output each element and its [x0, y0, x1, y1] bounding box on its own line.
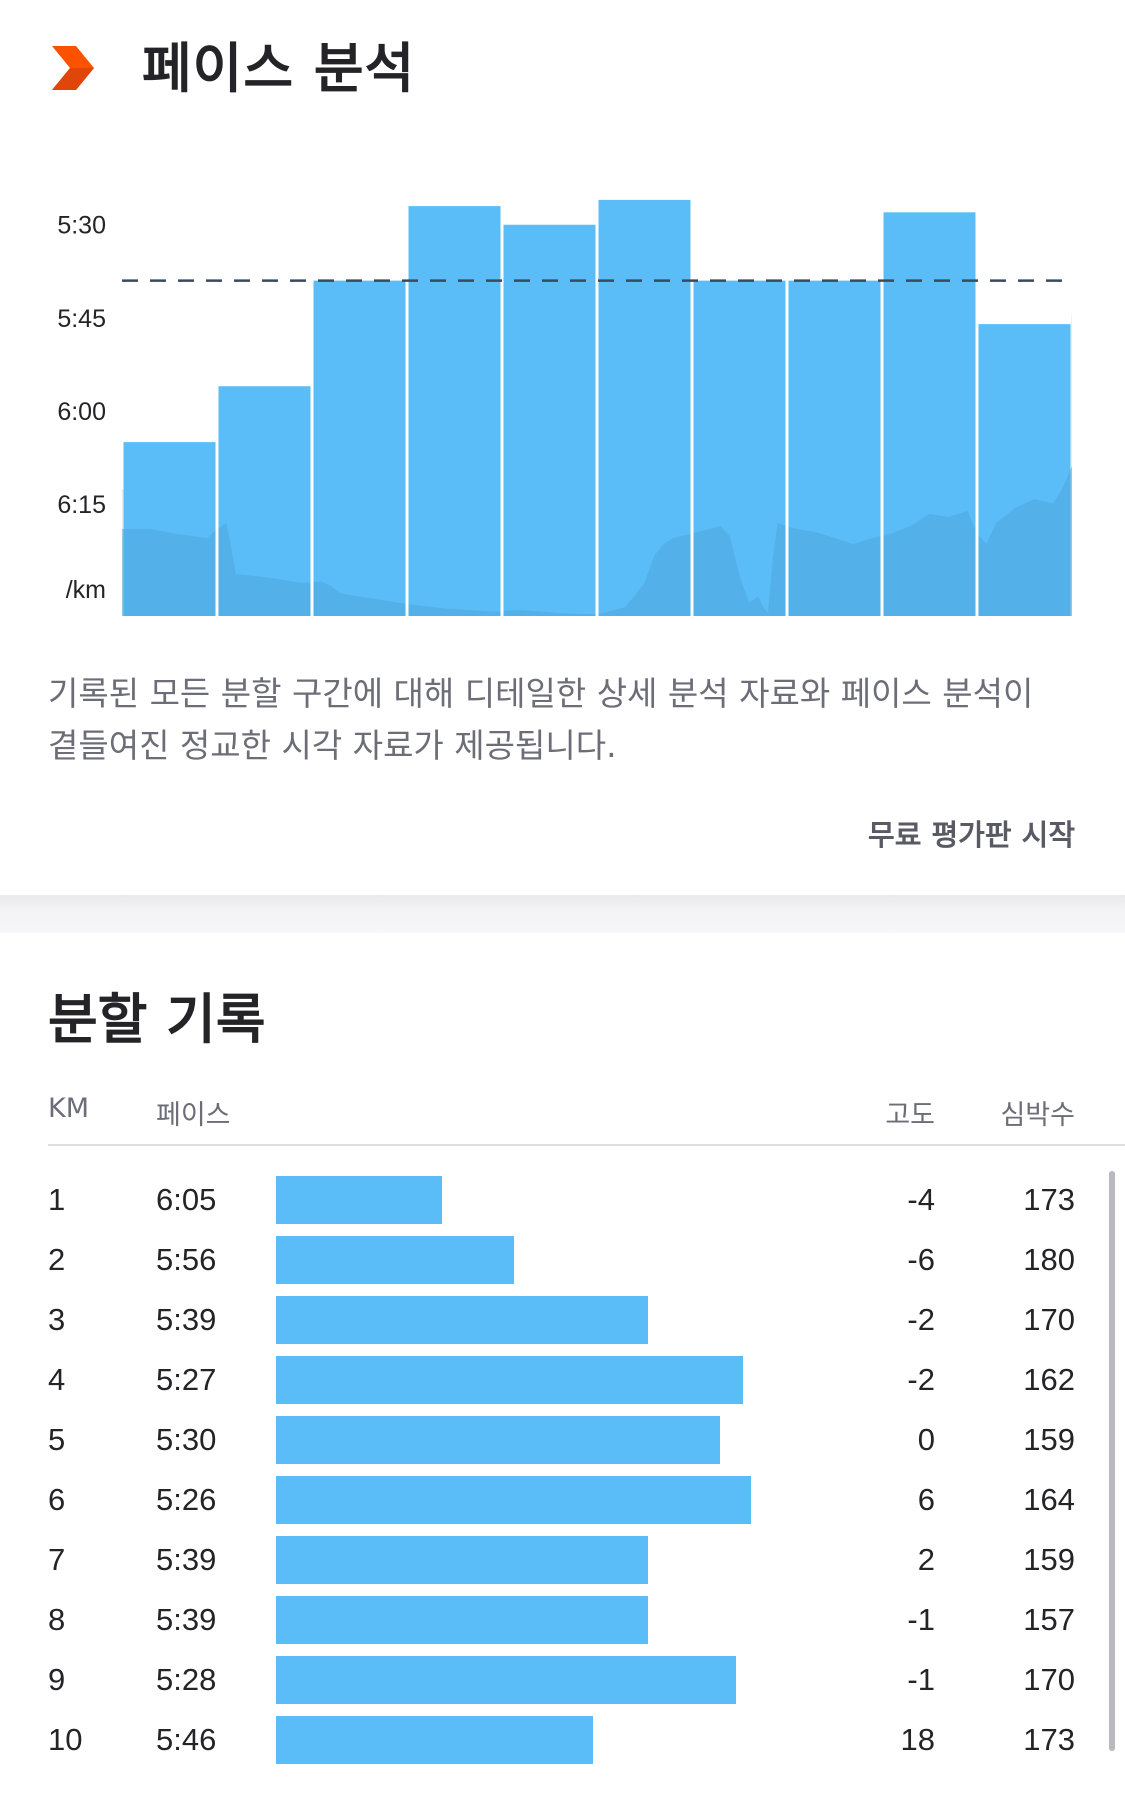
split-pace-bar: [276, 1356, 743, 1404]
split-heart-rate: 159: [1023, 1422, 1075, 1457]
column-header-elevation: 고도: [885, 1100, 935, 1131]
pace-chart: 5:30 5:45 6:00 6:15/km: [57, 199, 1072, 616]
split-km: 7: [48, 1542, 66, 1577]
split-km: 10: [48, 1722, 83, 1757]
column-header-pace: 페이스: [156, 1100, 231, 1131]
split-elevation: -2: [907, 1302, 935, 1337]
split-pace-bar: [276, 1656, 736, 1704]
table-row: 4 5:27 -2 162: [0, 1350, 1125, 1410]
column-header-heart-rate: 심박수: [1000, 1100, 1075, 1131]
split-pace: 5:27: [156, 1362, 217, 1397]
split-pace: 5:30: [156, 1422, 217, 1457]
split-elevation: -2: [907, 1362, 935, 1397]
split-pace-bar: [276, 1236, 514, 1284]
splits-title: 분할 기록: [48, 988, 266, 1051]
y-tick-label: 6:00: [57, 398, 106, 426]
scrollbar[interactable]: [1109, 1171, 1115, 1751]
split-heart-rate: 170: [1023, 1302, 1075, 1337]
header-divider: [48, 1144, 1125, 1146]
split-heart-rate: 159: [1023, 1542, 1075, 1577]
split-pace: 5:39: [156, 1302, 217, 1337]
split-km: 8: [48, 1602, 66, 1637]
start-free-trial-link[interactable]: 무료 평가판 시작: [868, 818, 1075, 852]
pace-analysis-title: 페이스 분석: [142, 37, 416, 100]
split-pace: 5:39: [156, 1602, 217, 1637]
table-row: 3 5:39 -2 170: [0, 1290, 1125, 1350]
y-tick-label: 6:15: [57, 491, 106, 519]
split-elevation: -6: [907, 1242, 935, 1277]
split-pace-bar: [276, 1536, 648, 1584]
split-pace-bar: [276, 1596, 648, 1644]
table-row: 9 5:28 -1 170: [0, 1650, 1125, 1710]
split-elevation: 0: [917, 1422, 935, 1457]
split-km: 4: [48, 1362, 66, 1397]
y-tick-label: 5:45: [57, 305, 106, 333]
split-km: 6: [48, 1482, 66, 1517]
table-row: 5 5:30 0 159: [0, 1410, 1125, 1470]
table-row: 1 6:05 -4 173: [0, 1170, 1125, 1230]
split-heart-rate: 170: [1023, 1662, 1075, 1697]
split-km: 3: [48, 1302, 66, 1337]
pace-analysis-description: 기록된 모든 분할 구간에 대해 디테일한 상세 분석 자료와 페이스 분석이 …: [48, 674, 1034, 765]
section-divider: [0, 895, 1125, 933]
split-elevation: 2: [917, 1542, 935, 1577]
split-elevation: -1: [907, 1662, 935, 1697]
split-elevation: -1: [907, 1602, 935, 1637]
split-pace-bar: [276, 1176, 442, 1224]
y-axis-unit-label: /km: [66, 576, 106, 604]
table-row: 8 5:39 -1 157: [0, 1590, 1125, 1650]
column-header-km: KM: [48, 1093, 90, 1124]
split-pace: 5:46: [156, 1722, 217, 1757]
split-elevation: 18: [900, 1722, 935, 1757]
split-pace-bar: [276, 1416, 720, 1464]
pace-analysis-card: 페이스 분석 5:30 5:45 6:00 6:15/km 기록된 모든 분할 구간에…: [0, 0, 1125, 895]
elevation-overlay-area: [122, 466, 1072, 616]
table-row: 6 5:26 6 164: [0, 1470, 1125, 1530]
scrollbar-thumb[interactable]: [1109, 1171, 1115, 1751]
pace-bar-km-4: [408, 206, 501, 616]
split-heart-rate: 164: [1023, 1482, 1075, 1517]
table-row: 7 5:39 2 159: [0, 1530, 1125, 1590]
split-heart-rate: 162: [1023, 1362, 1075, 1397]
split-km: 2: [48, 1242, 66, 1277]
split-heart-rate: 157: [1023, 1602, 1075, 1637]
split-pace-bar: [276, 1476, 751, 1524]
split-pace: 5:39: [156, 1542, 217, 1577]
orange-chevron-icon: [52, 46, 94, 90]
split-pace: 6:05: [156, 1182, 217, 1217]
split-elevation: 6: [917, 1482, 935, 1517]
pace-bar-km-3: [313, 280, 406, 616]
split-pace: 5:56: [156, 1242, 217, 1277]
split-pace: 5:26: [156, 1482, 217, 1517]
split-heart-rate: 180: [1023, 1242, 1075, 1277]
split-km: 9: [48, 1662, 66, 1697]
split-pace-bar: [276, 1296, 648, 1344]
splits-card: 분할 기록 KM 페이스 고도 심박수 1 6:05 -4 173 2 5:56…: [0, 933, 1125, 1797]
pace-bar-km-5: [503, 224, 596, 616]
table-row: 2 5:56 -6 180: [0, 1230, 1125, 1290]
y-tick-label: 5:30: [57, 212, 106, 240]
table-row: 10 5:46 18 173: [0, 1710, 1125, 1770]
split-elevation: -4: [907, 1182, 935, 1217]
split-heart-rate: 173: [1023, 1722, 1075, 1757]
split-pace-bar: [276, 1716, 593, 1764]
split-pace: 5:28: [156, 1662, 217, 1697]
split-km: 1: [48, 1182, 66, 1217]
split-km: 5: [48, 1422, 66, 1457]
split-heart-rate: 173: [1023, 1182, 1075, 1217]
